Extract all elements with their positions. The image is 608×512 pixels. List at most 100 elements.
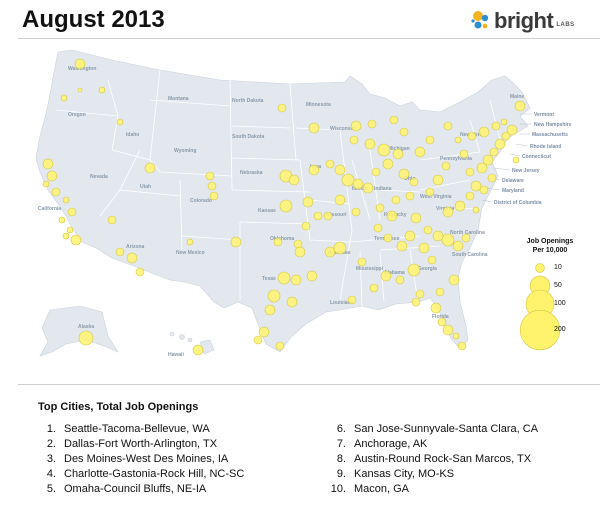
top-cities-list-left: 1. Seattle-Tacoma-Bellevue, WA 2. Dallas-F… (36, 422, 245, 497)
city-bubble (479, 185, 489, 195)
city-bubble (302, 196, 314, 208)
city-bubble (273, 237, 283, 247)
bright-labs-logo: bright LABS (470, 8, 575, 34)
city-bubble (369, 283, 379, 293)
city-bubble (398, 168, 410, 180)
state-label-fl: Florida (432, 314, 449, 320)
city-bubble (407, 263, 421, 277)
city-bubble (301, 221, 311, 231)
city-bubble (135, 267, 145, 277)
state-label-ga: Georgia (418, 266, 437, 272)
city-bubble (465, 167, 475, 177)
state-label-al: Alabama (384, 270, 405, 276)
state-label-me: Maine (510, 94, 524, 100)
ne-label-delaware: Delaware (502, 178, 524, 184)
list-item: 6. San Jose-Sunnyvale-Santa Clara, CA (336, 423, 539, 435)
city-bubble (51, 187, 61, 197)
city-bubble (425, 135, 435, 145)
city-bubble (427, 255, 437, 265)
ne-label-rhode-island: Rhode Island (530, 144, 561, 150)
alaska (39, 305, 119, 357)
city-bubble (58, 216, 66, 224)
state-label-sd: South Dakota (232, 134, 264, 140)
city-bubble (415, 289, 425, 299)
city-bubble (67, 207, 77, 217)
legend-circles (519, 263, 561, 351)
city-bubble (467, 131, 477, 141)
city-bubble (432, 230, 444, 242)
city-bubble (367, 119, 377, 129)
city-bubble (395, 275, 405, 285)
state-label-il: Illinois (352, 186, 368, 192)
list-item: 7. Anchorage, AK (336, 438, 428, 450)
ne-label-new-hampshire: New Hampshire (534, 122, 572, 128)
state-label-or: Oregon (68, 112, 86, 118)
alaska-shape (39, 305, 119, 357)
city-bubble (506, 124, 518, 136)
city-bubble (470, 180, 482, 192)
city-bubble (442, 206, 454, 218)
city-bubble (290, 274, 302, 286)
city-bubble (389, 115, 399, 125)
city-bubble (264, 304, 276, 316)
ne-label-massachusetts: Massachusetts (532, 132, 568, 138)
legend-label-10: 10 (554, 264, 562, 271)
city-bubble (423, 225, 433, 235)
city-bubble (500, 118, 508, 126)
city-bubble (77, 87, 83, 93)
state-label-ak: Alaska (78, 324, 94, 330)
page-title: August 2013 (22, 6, 165, 33)
city-bubble (66, 226, 74, 234)
state-label-wv: West Virginia (420, 194, 452, 200)
city-bubble (386, 210, 398, 222)
state-label-nm: New Mexico (176, 250, 205, 256)
city-bubble (350, 120, 362, 132)
city-bubble (126, 252, 138, 264)
city-bubble (373, 223, 383, 233)
city-bubble (209, 191, 219, 201)
list-item: 9. Kansas City, MO-KS (336, 468, 455, 480)
city-bubble (452, 240, 464, 252)
city-bubble (186, 238, 194, 246)
list-item: 5. Omaha-Council Bluffs, NE-IA (46, 483, 207, 495)
city-bubble (352, 178, 364, 190)
city-bubble (347, 295, 357, 305)
list-item: 3. Des Moines-West Des Moines, IA (46, 453, 229, 465)
list-item: 8. Austin-Round Rock-San Marcos, TX (336, 453, 532, 465)
state-label-mo: Missouri (326, 212, 347, 218)
state-label-sc: South Carolina (452, 252, 488, 258)
city-bubble (362, 182, 374, 194)
city-bubble (478, 126, 490, 138)
city-bubble (448, 274, 460, 286)
state-label-ut: Utah (140, 184, 151, 190)
city-bubble (230, 236, 242, 248)
city-bubble (46, 170, 58, 182)
northeast-labels: Vermont New Hampshire Massachusetts Rhod… (481, 112, 572, 206)
state-label-az: Arizona (126, 244, 145, 250)
top-divider (18, 38, 600, 39)
city-bubble (192, 344, 204, 356)
legend-circle-200 (519, 309, 561, 351)
city-bubble (334, 164, 346, 176)
city-bubble (349, 135, 359, 145)
top-cities-list-right: 6. San Jose-Sunnyvale-Santa Clara, CA 7. A… (326, 422, 538, 497)
city-bubble (472, 206, 480, 214)
city-bubble (258, 326, 270, 338)
city-bubble (494, 138, 506, 150)
state-label-la: Louisiana (330, 300, 354, 306)
city-bubble (60, 94, 68, 102)
legend-title-line1: Job Openings (526, 238, 574, 245)
city-bubble (74, 58, 86, 70)
city-bubble (116, 118, 124, 126)
list-item: 2. Dallas-Fort Worth-Arlington, TX (46, 438, 218, 450)
city-bubble (482, 154, 494, 166)
state-label-pa: Pennsylvania (440, 156, 472, 162)
city-bubble (324, 246, 336, 258)
city-bubble (476, 162, 488, 174)
list-item: 4. Charlotte-Gastonia-Rock Hill, NC-SC (46, 468, 245, 480)
state-label-nd: North Dakota (232, 98, 264, 104)
city-bubble (308, 122, 320, 134)
ne-label-connecticut: Connecticut (522, 154, 551, 160)
city-bubble (414, 146, 426, 158)
city-bubble (42, 180, 50, 188)
